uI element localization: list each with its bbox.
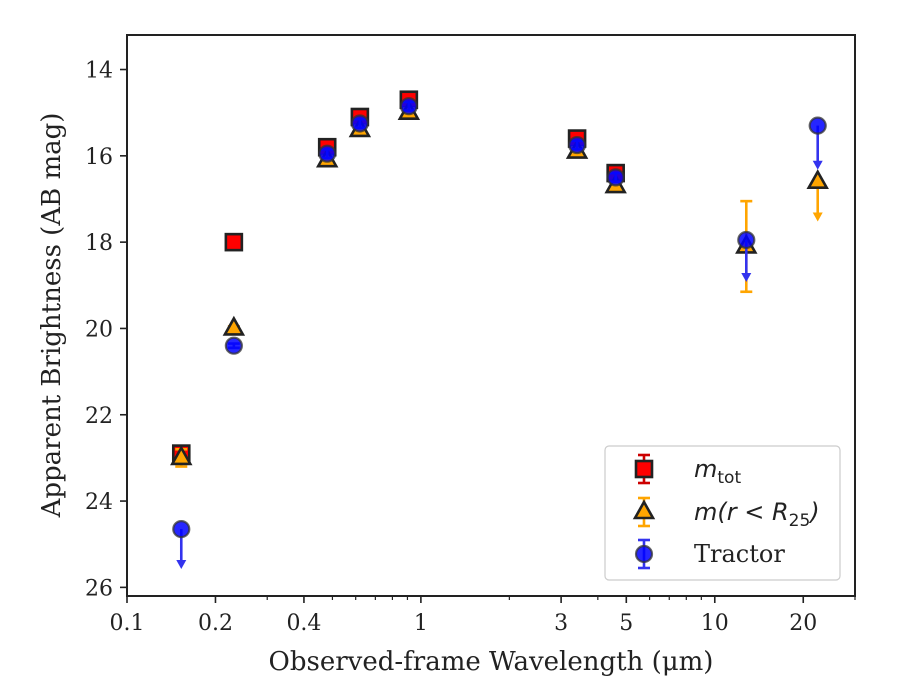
circle-marker [567, 135, 587, 155]
legend-box [604, 445, 841, 581]
legend-label: Tractor [694, 540, 785, 568]
triangle-marker [222, 315, 246, 336]
data-point-tractor [808, 116, 827, 170]
x-axis-label: Observed-frame Wavelength (μm) [269, 647, 714, 677]
legend-item-mr25: m(r < R25) [632, 496, 820, 531]
x-tick-label: 1 [414, 611, 428, 636]
data-point-tractor [318, 144, 337, 163]
data-point-tractor [399, 97, 418, 116]
y-tick-label: 22 [85, 404, 113, 429]
data-point-tractor [350, 114, 369, 133]
y-tick-label: 24 [85, 490, 113, 515]
series-mtot [171, 90, 625, 463]
legend-label: mtot [694, 455, 741, 488]
data-point-tractor [567, 135, 587, 155]
plot-frame [126, 34, 856, 597]
legend-marker [634, 544, 654, 564]
triangle-marker [170, 445, 193, 466]
data-point-tractor [172, 520, 191, 569]
upper-limit-arrow-head [176, 559, 187, 569]
x-tick-label: 0.1 [110, 611, 145, 636]
data-point-mtot [224, 232, 244, 252]
x-tick-label: 0.2 [198, 611, 233, 636]
data-point-tractor [606, 168, 625, 187]
legend-marker [632, 499, 656, 520]
data-point-tractor [224, 336, 243, 355]
x-tick-label: 3 [554, 611, 568, 636]
triangle-marker [806, 169, 829, 190]
circle-marker [318, 144, 337, 163]
data-point-mr25 [806, 169, 829, 222]
legend-marker [634, 459, 654, 479]
y-tick-label: 20 [85, 317, 113, 342]
circle-marker [606, 168, 625, 187]
axis-tick-labels: 0.1 0.2 0.4 1 3 5 10 20 14 16 18 20 22 24 26 [85, 59, 817, 636]
circle-marker [172, 520, 191, 539]
y-tick-label: 18 [85, 231, 113, 256]
upper-limit-arrow-head [741, 272, 752, 282]
series-tractor [172, 97, 827, 569]
plot-area [126, 34, 856, 597]
y-tick-label: 14 [85, 59, 113, 84]
y-tick-label: 16 [85, 145, 113, 170]
y-tick-label: 26 [85, 576, 113, 601]
square-marker [224, 232, 244, 252]
legend-item-mtot: mtot [634, 453, 741, 488]
legend: mtot m(r < R25) Tractor [604, 445, 841, 581]
x-tick-label: 5 [619, 611, 633, 636]
legend-item-tractor: Tractor [634, 538, 785, 570]
x-tick-label: 0.4 [286, 611, 321, 636]
circle-marker [399, 97, 418, 116]
circle-marker [737, 230, 756, 250]
circle-marker [808, 116, 827, 135]
y-axis-label: Apparent Brightness (AB mag) [37, 113, 67, 519]
data-point-mr25 [170, 445, 193, 468]
circle-marker [224, 336, 243, 355]
x-tick-label: 20 [789, 611, 817, 636]
data-point-mr25 [222, 315, 246, 336]
series-mr25 [170, 100, 829, 468]
circle-marker [350, 114, 369, 133]
data-point-tractor [737, 230, 756, 282]
upper-limit-arrow-head [812, 212, 823, 222]
legend-label: m(r < R25) [694, 498, 820, 531]
x-tick-label: 10 [701, 611, 729, 636]
axis-ticks [120, 68, 856, 603]
upper-limit-arrow-head [812, 160, 823, 170]
